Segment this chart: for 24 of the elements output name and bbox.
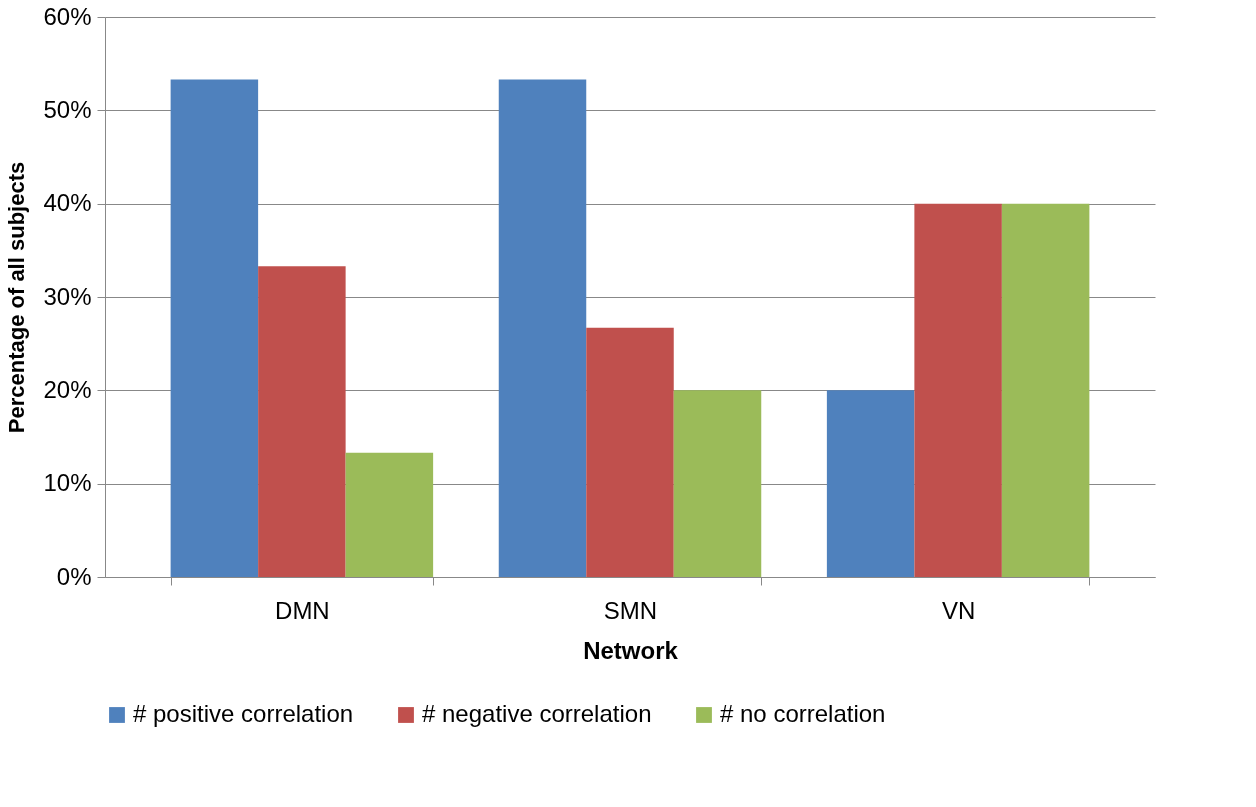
x-axis-title: Network — [583, 636, 679, 664]
bar — [586, 327, 674, 577]
bar — [826, 390, 915, 577]
y-tick-label: 50% — [43, 95, 92, 123]
y-tick-label: 40% — [43, 189, 92, 217]
y-tick-label: 20% — [43, 375, 92, 403]
bar — [170, 79, 259, 577]
bar — [914, 203, 1002, 577]
y-tick-label: 30% — [43, 282, 92, 310]
y-tick-label: 10% — [43, 469, 92, 497]
x-tick-label: DMN — [275, 596, 330, 624]
bar — [345, 452, 434, 577]
y-tick-label: 60% — [43, 2, 92, 30]
bar — [673, 390, 762, 577]
bar — [258, 266, 346, 577]
y-axis-title: Percentage of all subjects — [4, 161, 30, 434]
legend-label: # no correlation — [720, 700, 886, 727]
legend-label: # positive correlation — [133, 700, 354, 727]
y-tick-label: 0% — [56, 562, 92, 590]
bar — [498, 79, 587, 577]
x-tick-label: VN — [941, 596, 976, 624]
legend-label: # negative correlation — [422, 700, 652, 727]
x-tick-label: SMN — [603, 596, 658, 624]
bar — [1001, 203, 1090, 577]
